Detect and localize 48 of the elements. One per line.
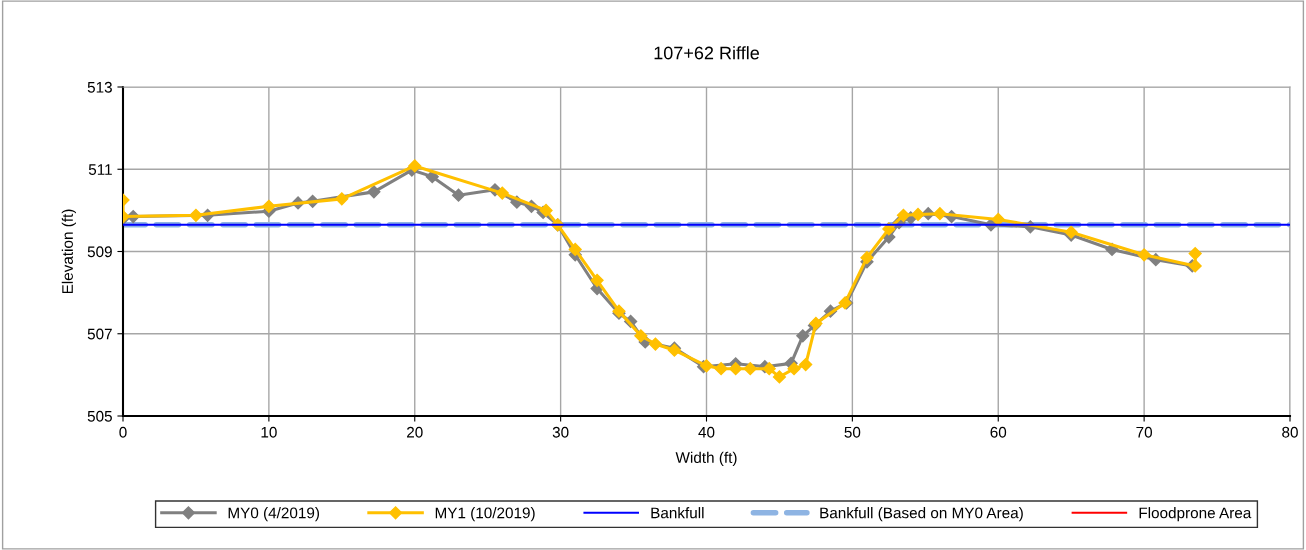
x-tick-label: 80: [1282, 426, 1298, 438]
point: [991, 212, 1005, 227]
point: [408, 159, 422, 173]
point: [335, 192, 349, 206]
x-tick-label: 0: [119, 426, 127, 438]
x-tick-label: 50: [844, 426, 861, 438]
point: [568, 242, 582, 257]
x-tick-label: 70: [1136, 426, 1153, 438]
point: [799, 358, 813, 372]
point: [860, 251, 874, 265]
x-tick-label: 40: [698, 426, 715, 438]
point: [634, 329, 648, 343]
legend-label: Bankfull (Based on MY0 Area): [820, 507, 1023, 522]
point: [189, 208, 203, 222]
x-tick-label: 10: [261, 426, 277, 438]
point: [743, 362, 757, 376]
point: [262, 199, 276, 213]
point: [796, 329, 810, 343]
point: [590, 273, 604, 287]
point: [896, 208, 911, 222]
y-tick-label: 509: [87, 246, 112, 258]
y-tick-label: 507: [87, 328, 112, 340]
y-tick-label: 513: [87, 81, 112, 93]
legend-label: MY1 (10/2019): [435, 507, 535, 522]
y-tick-label: 511: [88, 164, 112, 175]
point: [451, 188, 466, 202]
y-tick-label: 505: [87, 410, 112, 422]
point: [1137, 248, 1151, 262]
point: [933, 207, 947, 221]
point: [729, 362, 743, 376]
point: [787, 362, 801, 376]
y-axis-title: Elevation (ft): [61, 209, 76, 294]
legend-label: Floodprone Area: [1139, 507, 1252, 522]
x-tick-label: 60: [990, 426, 1007, 438]
point: [911, 207, 925, 222]
point: [1188, 246, 1202, 261]
x-tick-label: 30: [552, 426, 569, 438]
x-tick-label: 20: [407, 426, 423, 438]
point: [714, 362, 728, 376]
legend-label: MY0 (4/2019): [228, 507, 320, 522]
legend-label: Bankfull: [651, 507, 704, 519]
point: [762, 362, 776, 376]
point: [772, 370, 787, 384]
point: [367, 185, 381, 199]
chart-title: 107+62 Riffle: [654, 46, 759, 60]
point: [495, 186, 509, 200]
x-axis-title: Width (ft): [675, 451, 737, 466]
point: [648, 337, 663, 351]
